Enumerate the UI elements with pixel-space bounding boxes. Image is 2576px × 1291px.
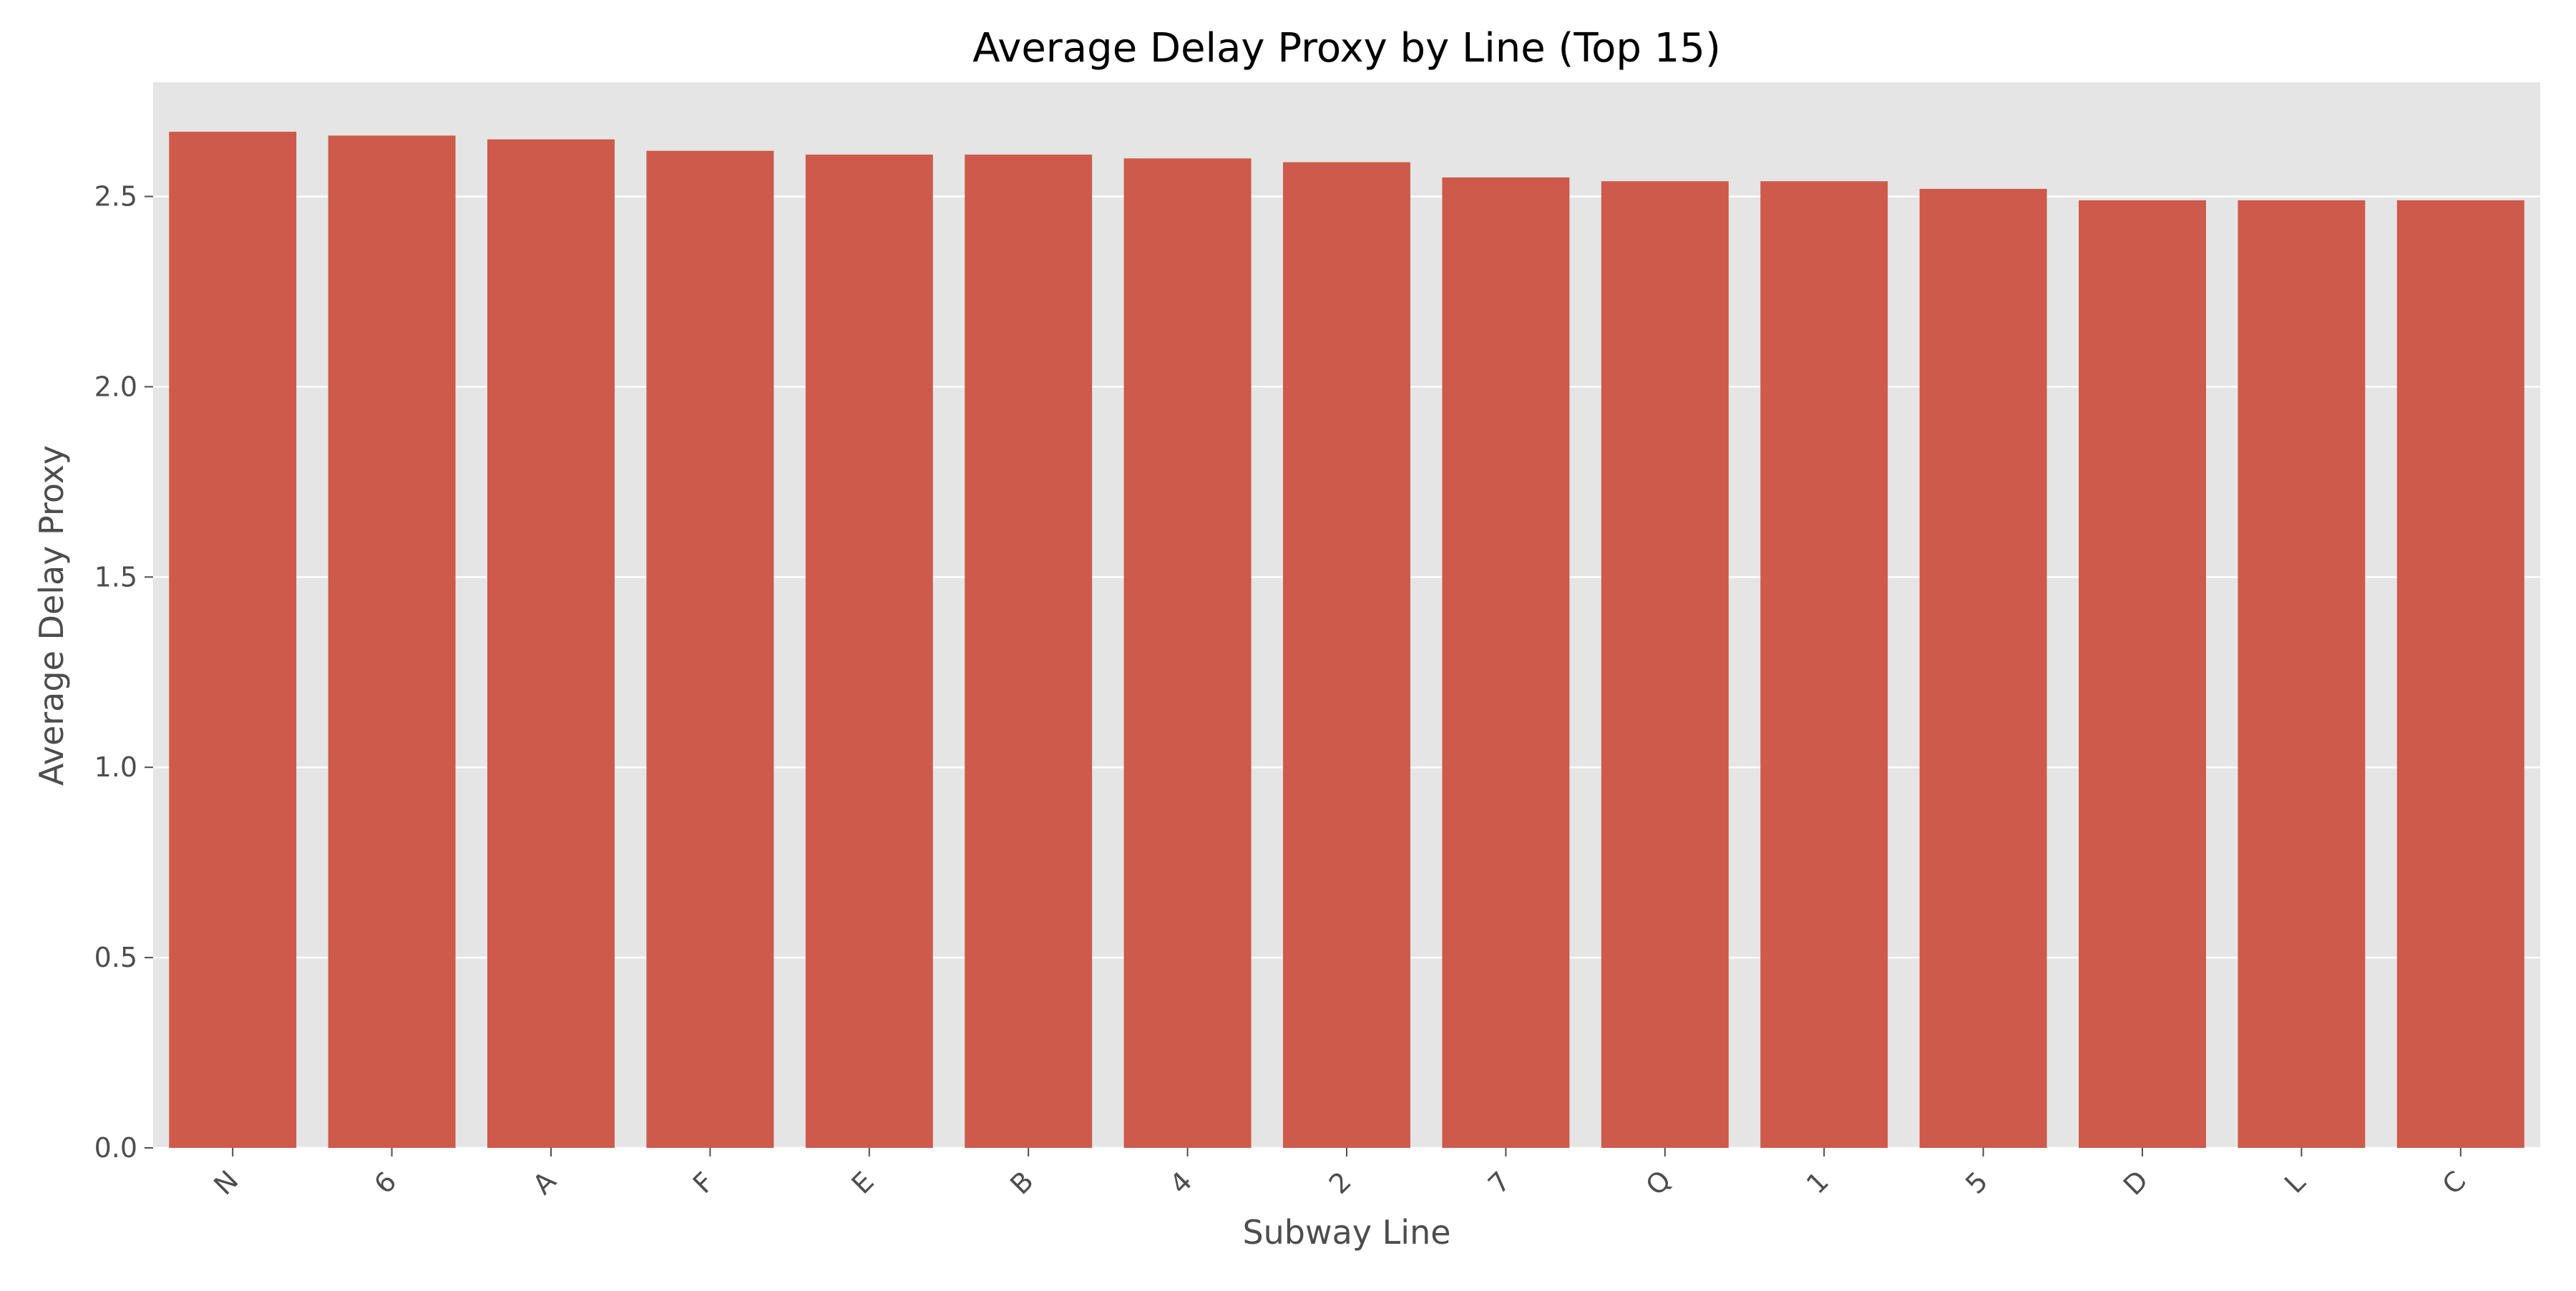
x-tick-label: 1 <box>1800 1166 1835 1200</box>
bar-2 <box>1283 162 1410 1148</box>
y-tick-label: 2.0 <box>94 371 137 402</box>
y-tick-label: 1.5 <box>94 561 137 593</box>
x-tick-label: C <box>2436 1165 2472 1201</box>
y-tick-label: 2.5 <box>94 181 137 213</box>
bar-5 <box>1919 188 2047 1148</box>
bar-4 <box>1123 158 1252 1148</box>
x-tick-label: B <box>1004 1165 1040 1201</box>
bar-N <box>169 132 297 1149</box>
bar-B <box>965 155 1093 1148</box>
x-tick-label: Q <box>1639 1164 1677 1202</box>
bars <box>169 132 2524 1149</box>
x-tick-label: 5 <box>1959 1166 1994 1200</box>
y-tick-label: 0.0 <box>94 1132 137 1164</box>
y-tick-label: 1.0 <box>94 751 137 783</box>
bar-C <box>2396 200 2524 1149</box>
y-tick-label: 0.5 <box>94 942 137 973</box>
bar-E <box>805 155 933 1148</box>
x-tick-label: 4 <box>1163 1166 1198 1200</box>
x-tick-label: E <box>846 1166 880 1200</box>
x-tick-label: F <box>687 1166 721 1200</box>
x-tick-label: L <box>2278 1166 2311 1199</box>
x-tick-label: 2 <box>1323 1166 1357 1200</box>
bar-F <box>646 150 774 1148</box>
x-tick-label: N <box>208 1164 244 1201</box>
bar-6 <box>328 135 456 1149</box>
x-tick-label: 7 <box>1482 1166 1516 1200</box>
bar-7 <box>1442 177 1570 1149</box>
bar-A <box>487 139 615 1149</box>
chart-title: Average Delay Proxy by Line (Top 15) <box>972 25 1721 72</box>
bar-L <box>2238 200 2366 1149</box>
x-axis-ticks: N 6 A F E B 4 2 7 Q 1 5 D L C <box>208 1148 2472 1202</box>
x-tick-label: 6 <box>368 1166 402 1200</box>
bar-Q <box>1601 181 1729 1148</box>
x-tick-label: D <box>2117 1164 2155 1202</box>
x-tick-label: A <box>527 1165 562 1200</box>
x-axis-label: Subway Line <box>1242 1213 1450 1252</box>
y-axis-label: Average Delay Proxy <box>32 445 71 786</box>
bar-1 <box>1760 181 1888 1148</box>
y-axis-ticks: 0.0 0.5 1.0 1.5 2.0 2.5 <box>94 181 153 1164</box>
bar-D <box>2079 200 2206 1149</box>
